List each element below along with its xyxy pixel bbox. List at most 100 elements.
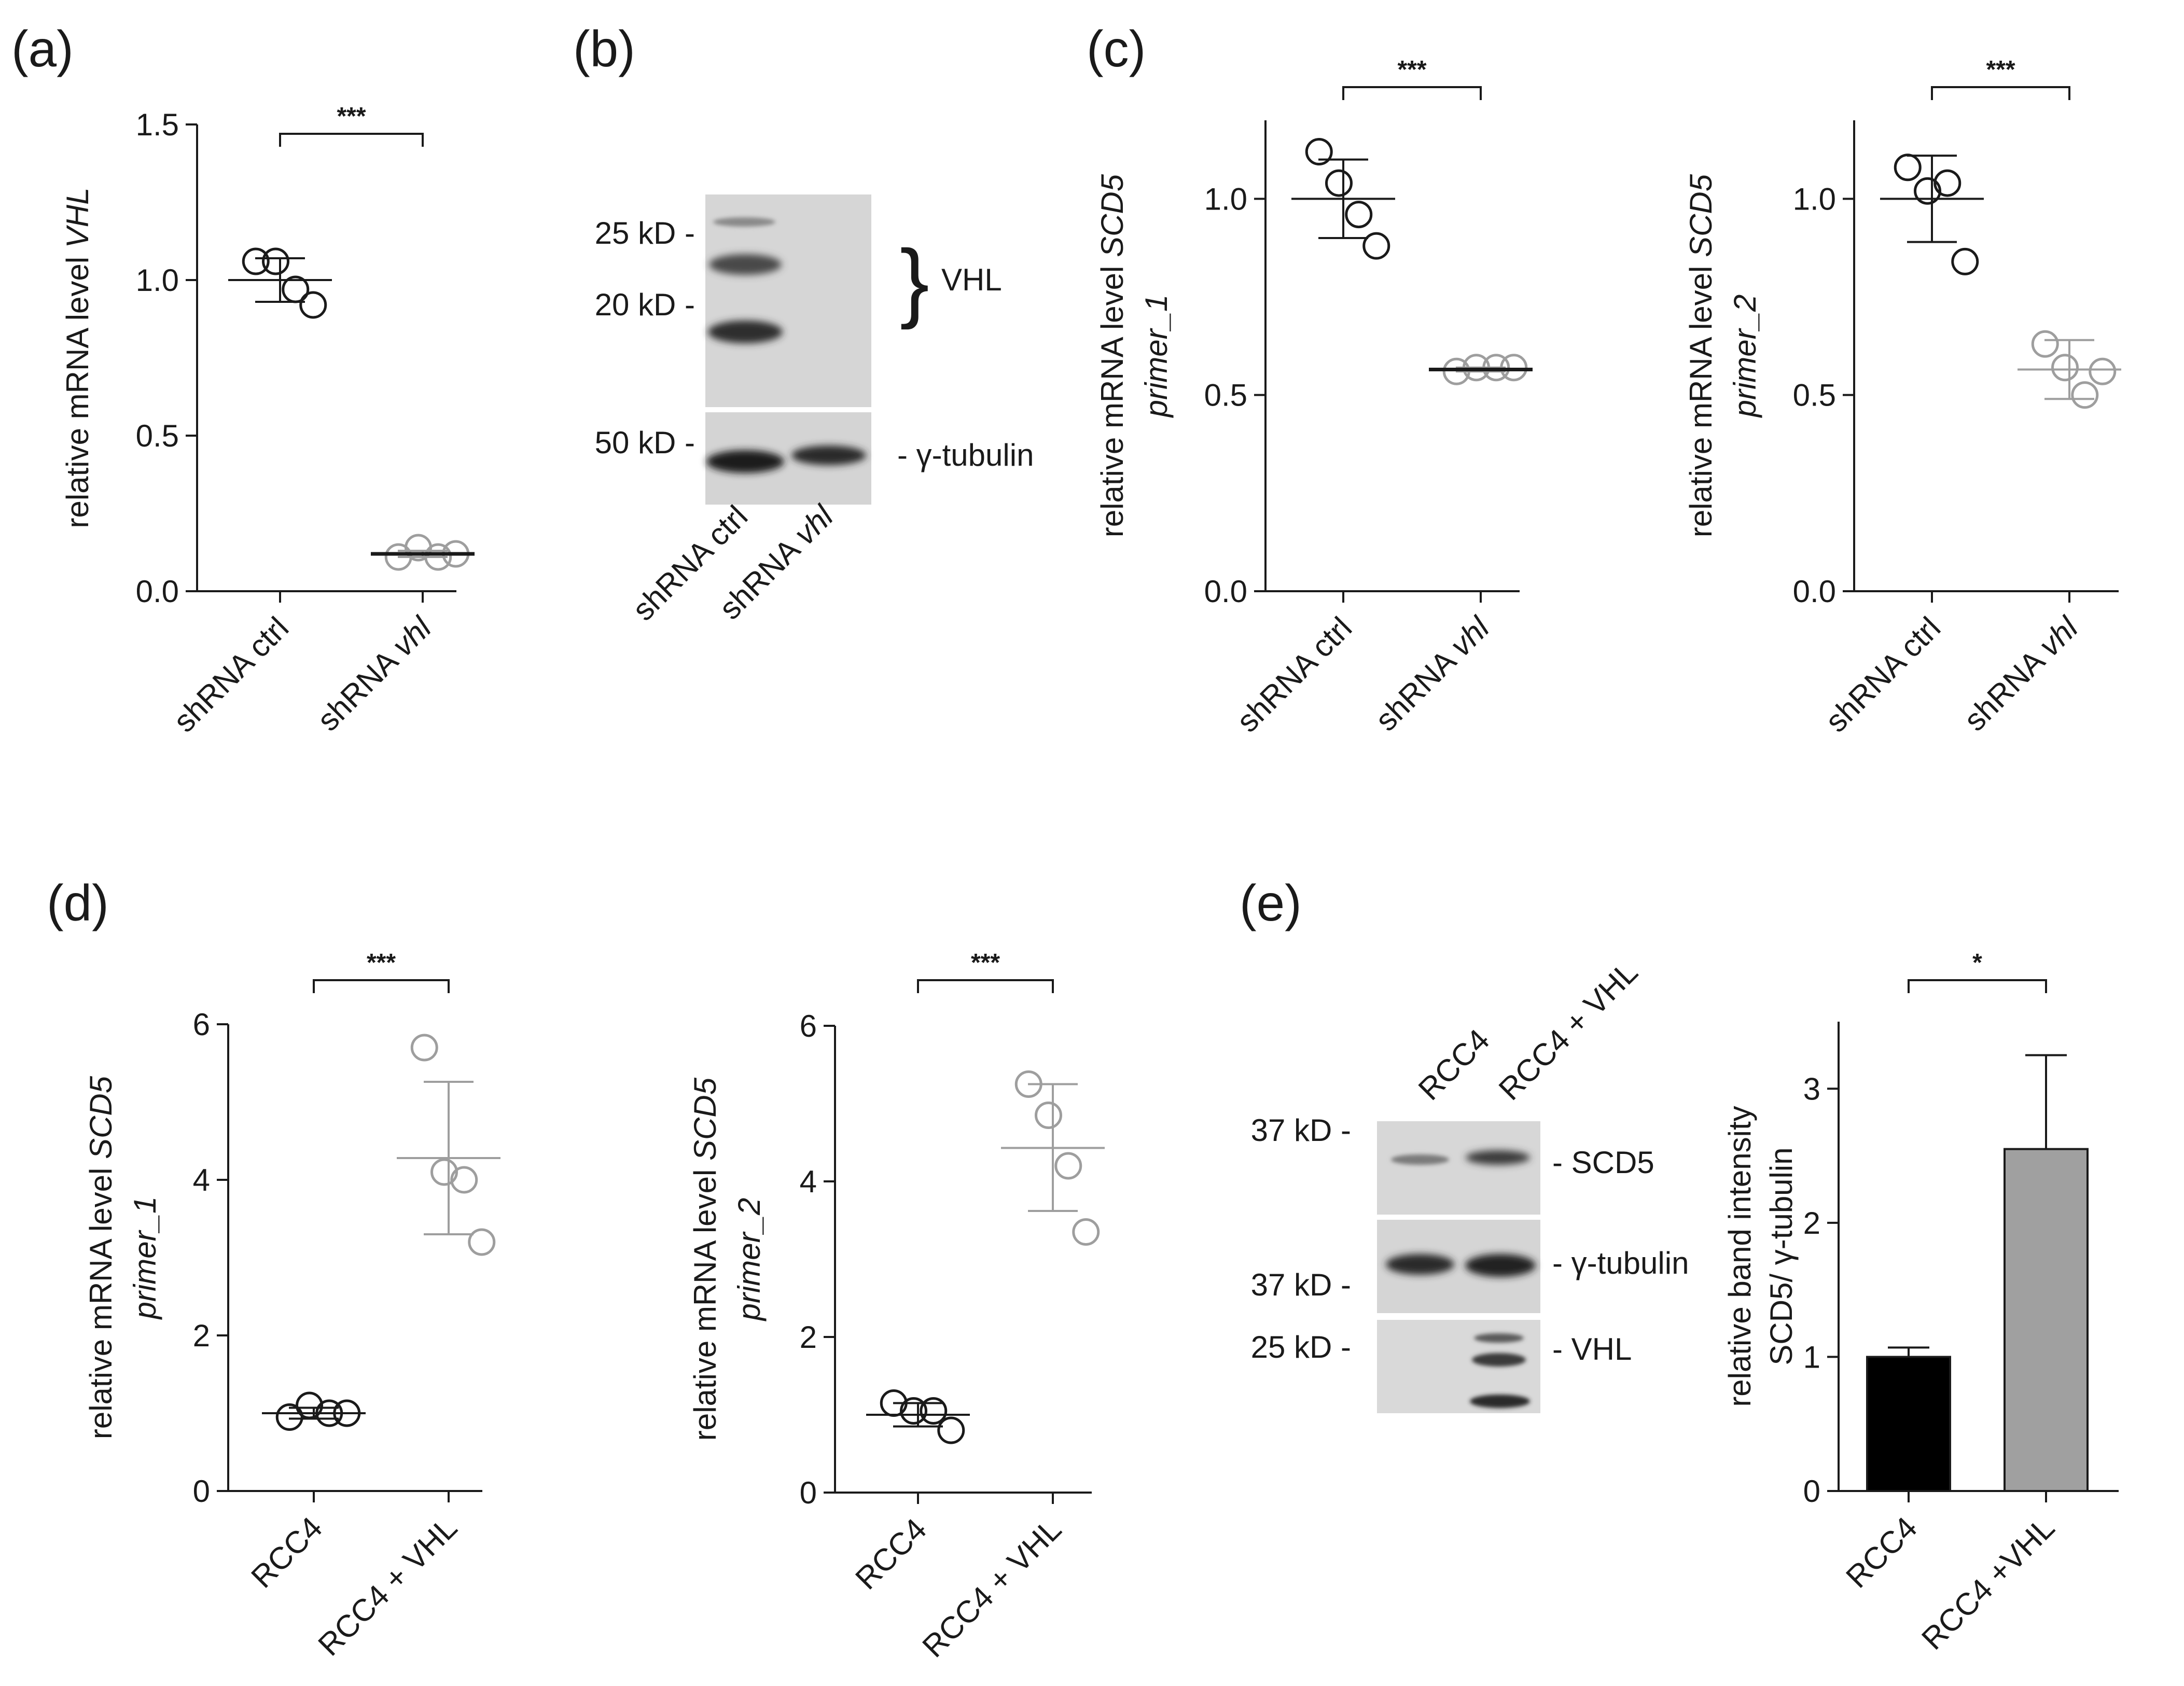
c2-data-point	[1933, 169, 1962, 197]
c1-significance-bracket	[1342, 86, 1482, 100]
d1-significance-bracket	[313, 979, 450, 993]
c2-significance-label: ***	[1986, 56, 2015, 83]
d2-category-label: RCC4 + VHL	[915, 1512, 1068, 1664]
panel-label-a: (a)	[11, 20, 74, 77]
a-data-point	[424, 543, 452, 571]
c1-data-point	[1463, 354, 1490, 382]
c2-category-label: shRNA ctrl	[1818, 610, 1947, 739]
e-y-axis-label-line2: SCD5/ γ-tubulin	[1764, 1147, 1799, 1365]
blot-b-label-tubulin: - γ-tubulin	[897, 438, 1034, 472]
d2-significance-label: ***	[971, 949, 1000, 977]
d2-ytick-label: 4	[800, 1164, 817, 1199]
c2-significance-bracket	[1931, 86, 2070, 100]
blot-e-marker-25: 25 kD -	[1251, 1330, 1351, 1364]
band-b-tubulin-ctrl	[706, 450, 784, 473]
blot-b-label-vhl: VHL	[941, 262, 1002, 297]
chart-c-primer2: 0.0 0.5 1.0 shRNA ctrl shRNA vhl relative mRN…	[1684, 56, 2121, 739]
c2-ytick-label: 0.5	[1793, 378, 1836, 413]
blot-b-marker-20: 20 kD -	[595, 287, 695, 322]
panel-label-d: (d)	[47, 874, 109, 931]
c2-data-point	[2051, 354, 2079, 382]
d2-y-axis-label: relative mRNA level SCD5	[688, 1077, 722, 1441]
d2-ytick-label: 2	[800, 1320, 817, 1355]
c1-data-point	[1325, 169, 1353, 197]
a-ytick-label: 0.5	[136, 419, 179, 453]
d2-data-point	[937, 1416, 965, 1444]
c1-data-point	[1442, 357, 1470, 385]
c2-y-axis-label-line2: primer_2	[1728, 295, 1762, 419]
panel-label-e: (e)	[1240, 874, 1302, 931]
c2-ytick-label: 1.0	[1793, 182, 1836, 216]
c1-y-axis-label: relative mRNA level SCD5	[1095, 174, 1130, 537]
d1-data-point	[296, 1391, 323, 1419]
panel-label-c: (c)	[1087, 20, 1146, 77]
e-bar	[1866, 1356, 1951, 1492]
a-category-label: shRNA vhl	[311, 610, 439, 738]
d1-ytick-label: 2	[193, 1318, 210, 1353]
c1-data-point	[1345, 201, 1373, 229]
d2-significance-bracket	[917, 979, 1054, 993]
c1-category-label: shRNA ctrl	[1230, 610, 1358, 739]
d1-y-axis-label-line2: primer_1	[128, 1196, 162, 1320]
d2-ytick-label: 0	[800, 1475, 817, 1510]
a-significance-bracket	[279, 133, 424, 147]
blot-e-lane-rcc4: RCC4	[1412, 1022, 1496, 1107]
band-e-scd5-rcc4	[1391, 1154, 1449, 1165]
d2-ytick-label: 6	[800, 1009, 817, 1043]
c1-data-point	[1305, 138, 1333, 166]
blot-e-lane-rcc4vhl: RCC4 + VHL	[1492, 954, 1645, 1107]
d2-y-axis-label-line2: primer_2	[732, 1198, 767, 1322]
d1-y-axis-label: relative mRNA level SCD5	[84, 1076, 118, 1439]
band-e-vhl-c	[1470, 1395, 1530, 1408]
band-e-vhl-a	[1474, 1333, 1524, 1343]
blot-e-label-vhl: - VHL	[1552, 1332, 1632, 1367]
e-ytick-label: 1	[1803, 1340, 1820, 1374]
d1-data-point	[450, 1166, 478, 1194]
a-data-point	[262, 247, 289, 275]
a-ytick-label: 0.0	[136, 574, 179, 609]
d1-data-point	[275, 1403, 303, 1431]
chart-a: 0.0 0.5 1.0 1.5 shRNA ctrl shRNA vhl relative …	[60, 103, 475, 739]
blot-b-brace: }	[900, 232, 929, 330]
a-data-point	[299, 291, 327, 319]
western-blot-e: 37 kD - 37 kD - 25 kD - - SCD5 - γ-tubul…	[1251, 954, 1689, 1413]
d2-data-point	[920, 1397, 948, 1425]
c2-category-label: shRNA vhl	[1957, 610, 2085, 738]
d1-significance-label: ***	[367, 949, 396, 977]
d2-data-point	[1054, 1152, 1082, 1180]
d1-category-label: RCC4 + VHL	[311, 1510, 464, 1663]
d2-data-point	[1014, 1070, 1042, 1098]
d1-ytick-label: 4	[193, 1163, 210, 1197]
chart-c-primer1: 0.0 0.5 1.0 shRNA ctrl shRNA vhl relative mRN…	[1095, 56, 1533, 739]
c1-ytick-label: 1.0	[1204, 182, 1247, 216]
e-y-axis-label: relative band intensity	[1722, 1106, 1757, 1406]
c1-y-axis-label-line2: primer_1	[1139, 295, 1174, 419]
c2-ytick-label: 0.0	[1793, 574, 1836, 609]
a-category-label: shRNA ctrl	[166, 610, 295, 739]
c2-data-point	[2031, 330, 2059, 358]
a-data-point	[242, 247, 270, 275]
c2-data-point	[1914, 177, 1941, 205]
band-e-tubulin-rcc4	[1386, 1254, 1454, 1275]
d2-data-point	[1035, 1102, 1062, 1129]
blot-b-marker-25: 25 kD -	[595, 216, 695, 250]
band-e-tubulin-rcc4vhl	[1465, 1254, 1536, 1277]
c1-data-point	[1500, 354, 1528, 382]
blot-b-vhl-membrane	[705, 194, 871, 407]
c1-ytick-label: 0.5	[1204, 378, 1247, 413]
d1-category-label: RCC4	[244, 1510, 329, 1595]
e-significance-label: *	[1972, 949, 1982, 977]
a-y-axis-label: relative mRNA level VHL	[60, 188, 95, 528]
c1-ytick-label: 0.0	[1204, 574, 1247, 609]
c2-data-point	[2071, 381, 2099, 409]
c1-category-label: shRNA vhl	[1369, 610, 1497, 738]
western-blot-b: 25 kD - 20 kD - 50 kD - } VHL - γ-tubuli…	[595, 194, 1034, 628]
d1-data-point	[468, 1228, 496, 1256]
d2-category-label: RCC4	[848, 1512, 933, 1596]
a-significance-label: ***	[337, 103, 366, 130]
e-ytick-label: 0	[1803, 1474, 1820, 1509]
band-b-vhl-upper	[709, 254, 782, 275]
